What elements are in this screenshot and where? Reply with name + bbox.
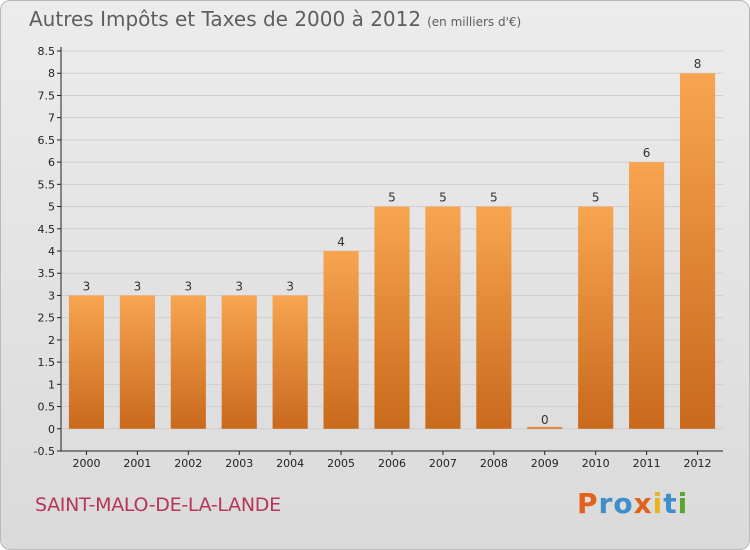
y-tick-label: 5 [48,201,55,214]
y-tick-label: 7.5 [38,89,56,102]
y-tick-label: 0.5 [38,401,56,414]
bar-2001 [119,295,155,429]
bars [68,73,716,429]
x-tick-label: 2003 [225,457,253,470]
value-label: 5 [490,191,498,205]
bar-2012 [679,73,716,429]
x-tick-label: 2010 [582,457,610,470]
x-tick-label: 2006 [378,457,406,470]
value-label: 8 [694,57,702,71]
bar-2003 [221,295,257,429]
y-tick-label: 7 [48,112,55,125]
value-label: 6 [643,146,651,160]
labels: -0.5 0 0.5 1 1.5 2 2.5 3 3.5 4 4.5 5 5.5 6 6.5 7 7.5 8 8.5… [34,45,712,470]
y-tick-label: 5.5 [38,178,56,191]
x-tick-label: 2005 [327,457,355,470]
x-tick-label: 2009 [531,457,559,470]
bar-2007 [425,206,461,429]
bar-2006 [374,206,410,429]
bar-2010 [578,206,614,429]
y-tick-label: 2 [48,334,55,347]
logo-letter: o [613,487,634,520]
logo-letter: x [633,487,653,520]
x-tick-label: 2004 [276,457,304,470]
axes [57,47,723,455]
value-label: 0 [541,413,549,427]
x-tick-label: 2011 [633,457,661,470]
chart-title: Autres Impôts et Taxes de 2000 à 2012 (en… [29,7,521,31]
bar-2011 [629,162,665,429]
bar-2004 [272,295,308,429]
x-tick-label: 2008 [480,457,508,470]
y-tick-label: 8.5 [38,45,56,58]
logo-letter: P [577,487,599,520]
value-label: 5 [388,191,396,205]
y-tick-label: 1 [48,378,55,391]
x-tick-label: 2001 [123,457,151,470]
y-tick-label: 1.5 [38,356,56,369]
value-label: 4 [337,235,345,249]
y-tick-label: -0.5 [34,445,55,458]
logo-letter: i [677,487,689,520]
bar-2005 [323,251,359,429]
bar-2002 [170,295,206,429]
logo-letter: i [652,487,664,520]
logo-letter: r [598,487,614,520]
commune-name: SAINT-MALO-DE-LA-LANDE [35,494,281,516]
value-label: 3 [286,279,294,293]
y-tick-label: 2.5 [38,312,56,325]
bar-2008 [476,206,512,429]
y-tick-label: 3 [48,289,55,302]
y-tick-label: 4 [48,245,55,258]
y-tick-label: 0 [48,423,55,436]
x-tick-label: 2002 [174,457,202,470]
value-label: 3 [184,279,192,293]
value-label: 5 [592,191,600,205]
y-tick-label: 3.5 [38,267,56,280]
x-tick-label: 2007 [429,457,457,470]
value-label: 3 [134,279,142,293]
value-label: 5 [439,191,447,205]
y-tick-label: 4.5 [38,223,56,236]
y-tick-label: 6 [48,156,55,169]
value-label: 3 [83,279,91,293]
value-label: 3 [235,279,243,293]
chart-title-text: Autres Impôts et Taxes de 2000 à 2012 [29,7,422,31]
x-tick-label: 2012 [684,457,712,470]
logo-letter: t [663,487,678,520]
bar-2009 [527,426,563,429]
chart-unit: (en milliers d'€) [427,15,522,29]
bar-2000 [68,295,105,429]
proxiti-logo[interactable]: Proxiti [577,487,688,520]
x-tick-label: 2000 [72,457,100,470]
y-tick-label: 8 [48,67,55,80]
y-tick-label: 6.5 [38,134,56,147]
